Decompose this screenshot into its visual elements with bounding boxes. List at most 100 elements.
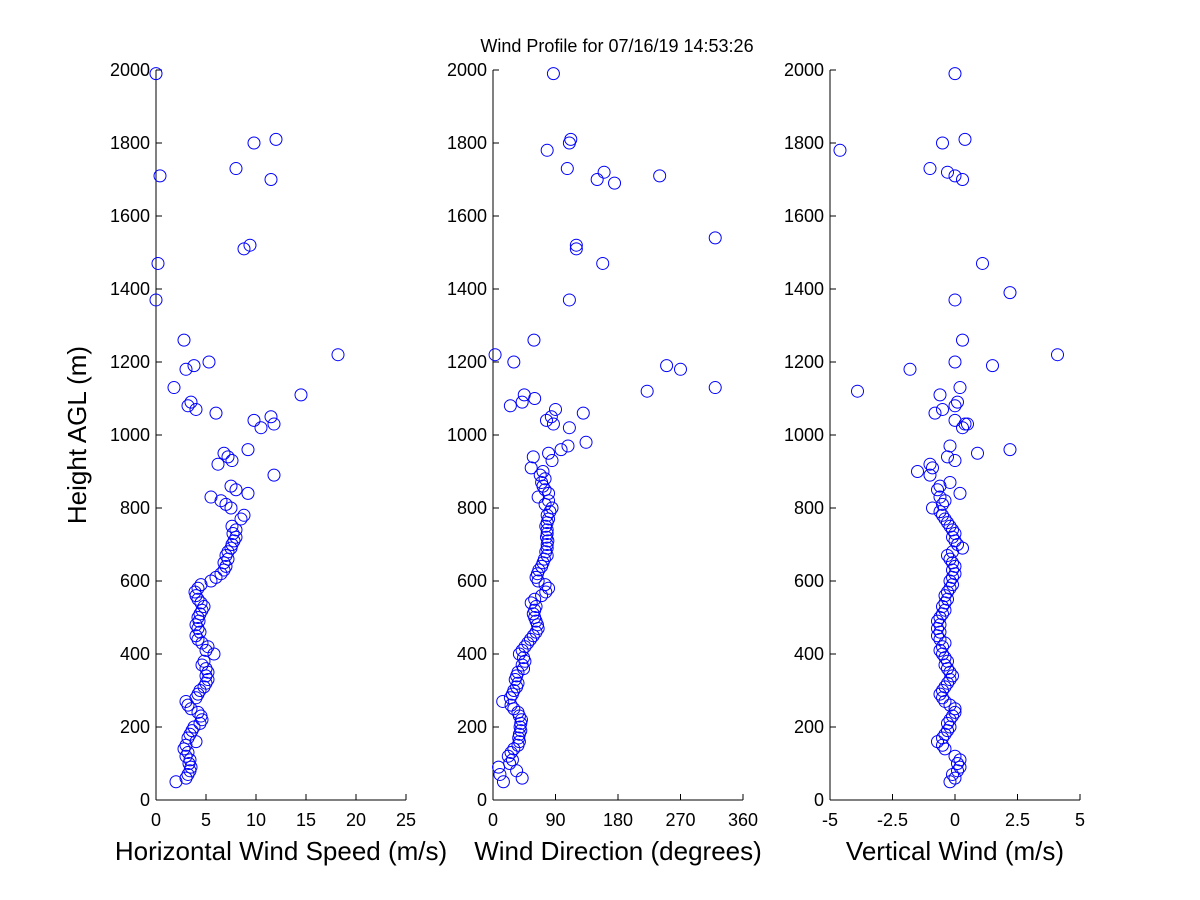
direction-data-point [549,402,562,416]
direction-y-tick-label: 1400 [447,279,487,299]
vertical-data-point [948,749,962,763]
vertical-data-point [953,381,967,395]
speed-data-point [331,348,345,362]
vertical-data-point [1003,286,1017,300]
speed-data-point [237,508,251,522]
vertical-data-point [941,654,954,668]
vertical-x-tick-label: 5 [1075,810,1085,830]
vertical-data-point [851,384,864,398]
vertical-panel: 0 200 400 600 800 1000 1200 1400 1600 1800 2000 -5 -… [784,60,1085,866]
vertical-data-point [953,760,967,774]
direction-y-tick-label: 800 [457,498,487,518]
vertical-data-point [956,333,969,347]
vertical-data-point [923,457,937,471]
vertical-data-point [1003,443,1017,457]
vertical-y-tick-label: 600 [794,571,824,591]
speed-data-point [199,662,213,676]
vertical-data-point [948,705,962,719]
speed-y-tick-label: 1000 [110,425,150,445]
direction-y-tick-label: 1200 [447,352,487,372]
speed-data-point [211,457,225,471]
vertical-data-point [941,716,954,730]
vertical-y-tick-label: 800 [794,498,824,518]
vertical-data-point [948,293,962,307]
vertical-data-point [923,468,937,482]
vertical-data-point [933,388,947,402]
vertical-data-point [938,512,952,526]
speed-data-point [247,136,261,150]
direction-x-tick-label: 270 [665,810,695,830]
vertical-data-point [936,508,949,522]
speed-data-point [202,355,216,369]
vertical-data-point [903,362,917,376]
vertical-data-point [948,413,962,427]
vertical-x-axis-title: Vertical Wind (m/s) [846,836,1064,866]
speed-data-point [191,581,205,595]
speed-data-point [179,362,193,376]
speed-data-point [234,512,248,526]
vertical-data-point [943,519,957,533]
direction-data-point [597,165,611,179]
vertical-data-point [946,523,959,537]
speed-data-point [241,486,255,500]
direction-data-point [505,753,519,767]
direction-x-tick-label: 90 [545,810,565,830]
speed-y-tick-label: 1600 [110,206,150,226]
speed-data-point [197,680,211,694]
speed-panel: 0 200 400 600 800 1000 1200 1400 1600 1800 2000 0 5 1… [62,60,447,866]
speed-data-point [199,676,213,690]
direction-data-point [545,454,559,468]
speed-y-axis-title: Height AGL (m) [62,346,92,524]
speed-y-tick-label: 1400 [110,279,150,299]
speed-data-point [204,490,218,504]
direction-data-point [511,705,525,719]
speed-data-point [219,559,233,573]
speed-data-point [237,242,251,256]
direction-data-point [660,359,674,373]
speed-data-point [179,771,193,785]
vertical-data-point [953,486,967,500]
speed-y-tick-label: 800 [120,498,150,518]
direction-data-point [504,698,518,712]
direction-data-point [514,713,528,727]
speed-data-point [191,632,205,646]
direction-data-point [496,694,510,708]
direction-data-point [517,388,531,402]
speed-data-point [241,443,255,457]
direction-data-point [653,169,667,183]
speed-data-point [149,293,163,307]
speed-data-point [294,388,308,402]
vertical-data-point [943,552,957,566]
direction-data-point [542,446,556,460]
vertical-data-point [948,169,962,183]
vertical-data-point [933,490,947,504]
direction-data-point [564,132,578,146]
speed-data-point [199,643,213,657]
direction-data-point [569,238,583,252]
speed-data-point [194,596,208,610]
vertical-points [833,67,1064,789]
vertical-y-tick-label: 200 [794,717,824,737]
vertical-data-point [933,687,947,701]
direction-data-point [540,508,554,522]
vertical-data-point [948,355,962,369]
speed-data-point [179,749,193,763]
vertical-y-tick-label: 2000 [784,60,824,80]
direction-data-point [538,472,552,486]
vertical-data-point [936,640,949,654]
speed-data-point [169,775,183,789]
vertical-data-point [948,67,962,81]
speed-data-point [193,716,207,730]
speed-data-point [225,519,239,533]
speed-data-point [267,417,281,431]
speed-x-tick-label: 5 [201,810,211,830]
direction-y-tick-label: 400 [457,644,487,664]
speed-data-point [181,767,195,781]
vertical-data-point [933,505,947,519]
direction-data-point [511,676,525,690]
direction-data-point [535,475,549,489]
speed-x-tick-label: 25 [396,810,416,830]
direction-data-point [503,757,517,770]
speed-data-point [181,698,195,712]
